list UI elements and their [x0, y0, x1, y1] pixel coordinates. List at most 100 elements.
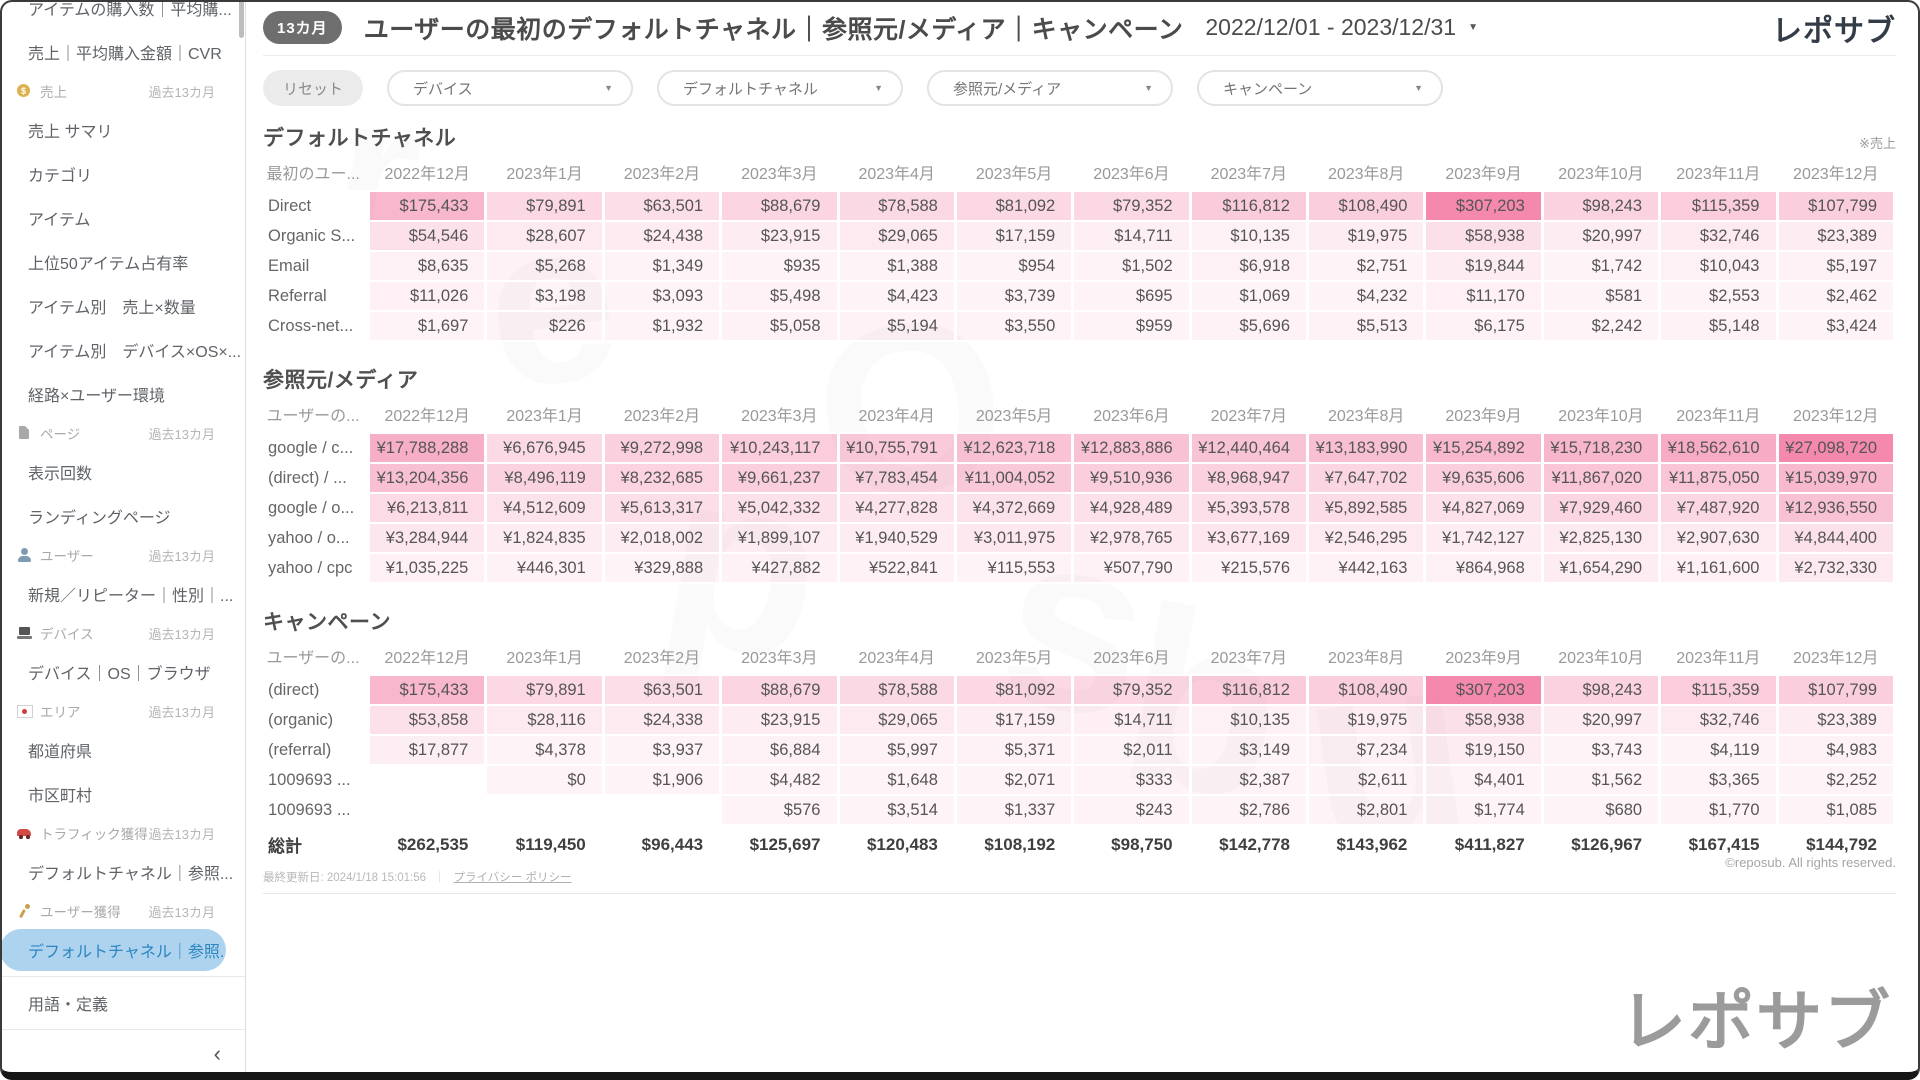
sidebar-item[interactable]: アイテム別 売上×数量 [28, 300, 196, 317]
table-row: (direct) $175,433 $79,891 $63,501 $88,679 $78… [263, 674, 1896, 706]
sidebar-item[interactable]: アイテム別 デバイス×OS×... [28, 344, 242, 361]
table-title: デフォルトチャネル [263, 127, 457, 150]
sidebar-section-header: エリア 過去13カ月 [0, 694, 245, 728]
sidebar-item[interactable]: 売上｜平均購入金額｜CVR [28, 46, 222, 63]
filter-dropdown-label: 参照元/メディア [953, 80, 1062, 98]
data-cell: $81,092 [953, 190, 1075, 222]
sidebar-scrollbar[interactable] [239, 0, 244, 38]
sidebar-item[interactable]: アイテム [28, 212, 91, 229]
date-range-selector[interactable]: 2022/12/01 - 2023/12/31 ▼ [1205, 14, 1478, 41]
total-cell: $126,967 [1540, 824, 1662, 859]
period-badge: 13カ月 [263, 11, 342, 44]
filter-dropdown-device[interactable]: デバイス ▼ [387, 70, 634, 106]
data-cell: ¥4,827,069 [1423, 492, 1544, 524]
filter-dropdown-campaign[interactable]: キャンペーン ▼ [1197, 70, 1444, 106]
data-cell: $2,011 [1071, 734, 1192, 766]
data-cell: ¥329,888 [601, 552, 723, 584]
data-cell: $5,498 [719, 280, 840, 312]
month-column-header: 2023年4月 [858, 650, 935, 667]
privacy-policy-link[interactable]: プライバシー ポリシー [453, 872, 572, 884]
data-cell: $79,891 [484, 190, 605, 222]
data-cell: $32,746 [1658, 704, 1779, 736]
data-cell: ¥2,978,765 [1071, 522, 1192, 554]
data-cell: $19,844 [1423, 250, 1544, 282]
total-label: 総計 [263, 824, 370, 859]
sidebar-section-label: トラフィック獲得 [40, 827, 148, 842]
data-cell: $14,711 [1071, 220, 1192, 252]
data-cell: $1,770 [1658, 794, 1779, 826]
table-row: google / o... ¥6,213,811 ¥4,512,609 ¥5,613,… [263, 492, 1896, 524]
data-cell: $19,150 [1423, 734, 1544, 766]
data-cell: ¥18,562,610 [1658, 432, 1779, 464]
sidebar-item[interactable]: デバイス｜OS｜ブラウザ [28, 666, 211, 683]
data-cell: $175,433 [366, 674, 488, 706]
table-title: 参照元/メディア [263, 369, 419, 392]
sidebar-section-label: ユーザー [40, 549, 94, 564]
data-cell: $4,423 [836, 280, 957, 312]
data-cell: $226 [484, 310, 605, 342]
table-note: ※売上 [1859, 136, 1896, 151]
data-cell: ¥2,907,630 [1658, 522, 1779, 554]
sidebar-item[interactable]: デフォルトチャネル｜参照... [0, 929, 226, 971]
data-cell: $3,198 [484, 280, 605, 312]
sidebar-item[interactable]: カテゴリ [28, 168, 93, 185]
filter-dropdown-source-medium[interactable]: 参照元/メディア ▼ [927, 70, 1174, 106]
month-column-header: 2023年1月 [506, 408, 583, 425]
month-column-header: 2023年10月 [1558, 650, 1644, 667]
data-cell: $32,746 [1658, 220, 1779, 252]
sidebar-item[interactable]: 新規／リピーター｜性別｜... [28, 588, 234, 605]
data-cell: $78,588 [836, 190, 957, 222]
data-cell: ¥11,867,020 [1540, 462, 1662, 494]
data-cell: $2,242 [1540, 310, 1662, 342]
top-header: 13カ月 ユーザーの最初のデフォルトチャネル｜参照元/メディア｜キャンペーン 2… [263, 0, 1896, 56]
data-cell [601, 794, 723, 826]
data-cell: ¥3,677,169 [1188, 522, 1310, 554]
data-cell: $1,085 [1775, 794, 1896, 826]
filter-dropdown-default-channel[interactable]: デフォルトチャネル ▼ [657, 70, 904, 106]
sidebar-collapse-button[interactable]: ‹ [213, 1041, 221, 1066]
total-cell: $167,415 [1658, 824, 1779, 859]
sidebar-item[interactable]: 市区町村 [28, 788, 93, 805]
data-cell: ¥442,163 [1305, 552, 1427, 584]
sidebar-item[interactable]: ランディングページ [28, 510, 171, 527]
data-cell: $10,043 [1658, 250, 1779, 282]
month-column-header: 2023年5月 [975, 166, 1053, 183]
footer-separator: ｜ [434, 872, 446, 884]
data-cell: ¥6,213,811 [366, 492, 488, 524]
row-header-label: 最初のユー... [266, 166, 360, 183]
sidebar-item[interactable]: アイテムの購入数｜平均購... [28, 2, 232, 19]
table-row: yahoo / cpc ¥1,035,225 ¥446,301 ¥329,888 ¥42… [263, 552, 1896, 584]
month-column-header: 2023年8月 [1327, 650, 1405, 667]
data-cell: $0 [484, 764, 605, 796]
month-column-header: 2023年8月 [1327, 166, 1405, 183]
sidebar-item[interactable]: 経路×ユーザー環境 [28, 388, 166, 405]
data-cell: $1,648 [836, 764, 957, 796]
row-label: Email [263, 250, 370, 282]
data-cell: $3,365 [1658, 764, 1779, 796]
sidebar-item[interactable]: 用語・定義 [28, 997, 109, 1014]
data-cell: ¥15,718,230 [1540, 432, 1662, 464]
total-cell: $98,750 [1071, 824, 1192, 859]
sidebar-item[interactable]: 表示回数 [28, 466, 93, 483]
data-cell: ¥8,968,947 [1188, 462, 1310, 494]
sidebar-item[interactable]: デフォルトチャネル｜参照... [28, 866, 234, 883]
data-cell: $79,352 [1071, 674, 1192, 706]
sidebar-item[interactable]: 売上 サマリ [28, 124, 113, 141]
copyright-text: ©reposub. All rights reserved. [1725, 855, 1896, 870]
table-block-campaign: キャンペーン ユーザーの... 2022年12月 2023年1月 2023年2月 2023… [263, 606, 1896, 859]
month-column-header: 2023年3月 [741, 408, 818, 425]
table-row: Direct $175,433 $79,891 $63,501 $88,679 $78,5… [263, 190, 1896, 222]
chevron-down-icon: ▼ [1468, 22, 1478, 33]
reset-button[interactable]: リセット [263, 70, 364, 106]
table-block-source-medium: 参照元/メディアユーザーの... 2022年12月 2023年1月 2023年2月 20… [263, 364, 1896, 584]
acq-icon [16, 904, 32, 918]
data-cell: $3,937 [601, 734, 723, 766]
sidebar-item[interactable]: 都道府県 [28, 744, 93, 761]
data-cell: ¥5,393,578 [1188, 492, 1310, 524]
data-cell: $307,203 [1423, 190, 1544, 222]
sidebar-item[interactable]: 上位50アイテム占有率 [28, 256, 189, 273]
data-cell: ¥1,654,290 [1540, 552, 1662, 584]
data-table-source-medium: ユーザーの... 2022年12月 2023年1月 2023年2月 2023年3月 202… [263, 398, 1896, 584]
row-label: Direct [263, 190, 370, 222]
data-cell: ¥17,788,288 [366, 432, 488, 464]
